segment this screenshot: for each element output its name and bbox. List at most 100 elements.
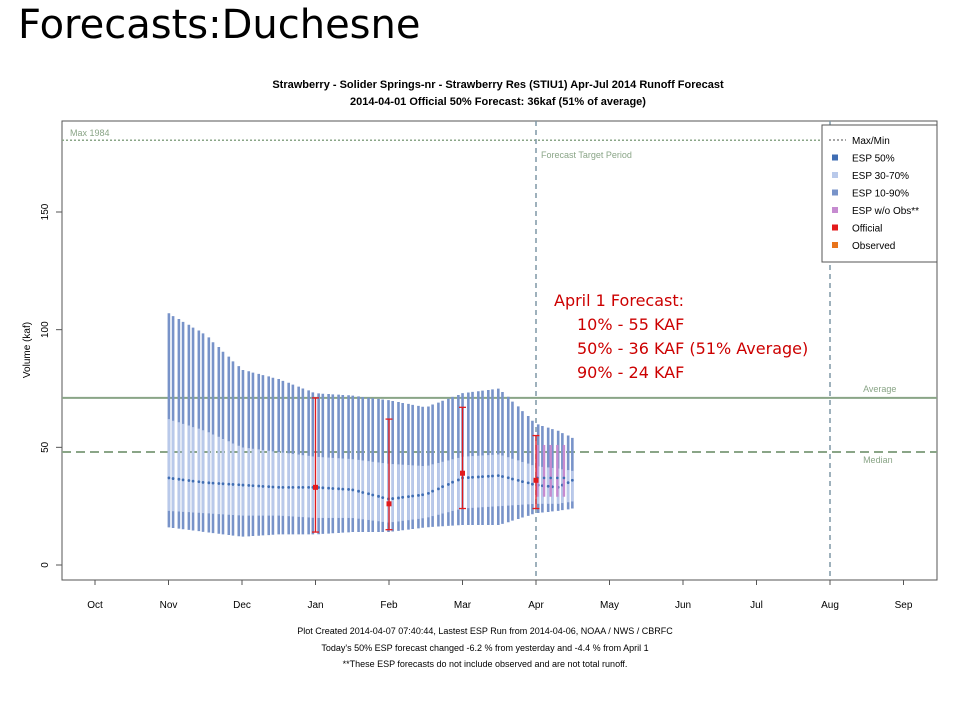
legend-symbol (832, 189, 838, 196)
reference-line-label: Average (863, 384, 896, 394)
esp-50-point (371, 493, 375, 497)
official-point (460, 470, 465, 476)
esp-50-point (337, 487, 340, 491)
x-tick-label: Dec (233, 600, 251, 611)
y-axis-label: Volume (kaf) (22, 322, 33, 378)
esp-50-point (570, 478, 574, 482)
y-tick-label: 50 (40, 441, 51, 453)
footer-line-2: Today's 50% ESP forecast changed -6.2 % … (321, 643, 648, 653)
legend-symbol (832, 172, 838, 178)
esp-50-point (361, 491, 365, 494)
esp-50-point (167, 476, 171, 480)
esp-50-point (251, 484, 255, 488)
x-tick-label: Jul (750, 600, 763, 611)
esp-50-point (377, 494, 380, 498)
legend-label: ESP 30-70% (852, 171, 909, 182)
legend-label: Official (852, 224, 882, 235)
esp-50-point (401, 495, 405, 499)
x-tick-label: Aug (821, 600, 839, 611)
esp-50-point (287, 485, 291, 489)
esp-50-point (197, 480, 201, 484)
esp-50-point (231, 483, 235, 486)
esp-50-point (247, 483, 251, 487)
slide-title: Forecasts:Duchesne (18, 2, 421, 48)
esp-50-point (221, 482, 225, 486)
esp-50-point (201, 481, 205, 484)
legend-symbol (832, 224, 838, 231)
esp-50-point (417, 493, 420, 497)
callout-line-10pct: 10% - 55 KAF (577, 315, 685, 334)
esp-50-point (491, 474, 494, 478)
esp-50-point (471, 475, 474, 479)
esp-50-point (437, 487, 440, 491)
x-tick-label: Mar (454, 600, 472, 611)
y-tick-label: 0 (40, 562, 51, 568)
esp-50-point (546, 484, 550, 488)
esp-50-point (267, 485, 271, 489)
esp-50-point (181, 478, 185, 482)
y-tick-label: 150 (40, 203, 51, 220)
x-tick-label: Jan (307, 600, 323, 611)
y-tick-label: 100 (40, 321, 51, 338)
esp-50-point (566, 481, 570, 485)
x-tick-label: May (600, 600, 619, 611)
esp-50-point (321, 486, 325, 490)
footer-line-3: **These ESP forecasts do not include obs… (343, 659, 628, 669)
esp-wo-obs-50-point (542, 476, 546, 480)
esp-50-point (261, 484, 265, 488)
x-tick-label: Apr (528, 600, 544, 611)
esp-50-point (227, 482, 231, 486)
esp-50-point (191, 479, 195, 483)
esp-50-point (486, 474, 490, 478)
esp-50-point (271, 485, 275, 489)
plot-frame (61, 120, 938, 581)
esp-50-point (381, 496, 385, 499)
esp-50-point (177, 477, 181, 481)
x-tick-label: Oct (87, 600, 103, 611)
esp-50-point (481, 475, 484, 479)
legend-box (821, 124, 938, 263)
esp-50-point (367, 492, 370, 496)
esp-50-point (217, 482, 221, 485)
esp-50-point (427, 491, 430, 495)
legend-symbol (832, 242, 838, 248)
esp-50-point (347, 488, 350, 491)
esp-50-point (466, 476, 470, 479)
esp-50-point (207, 481, 211, 485)
esp-wo-obs-50-point (562, 476, 566, 480)
chart-title: Strawberry - Solider Springs-nr - Strawb… (272, 79, 724, 91)
esp-50-point (511, 477, 514, 481)
esp-50-point (407, 495, 410, 499)
esp-50-point (351, 488, 355, 492)
legend-label: Max/Min (852, 136, 890, 147)
official-point (386, 501, 392, 507)
legend-label: ESP w/o Obs** (852, 206, 919, 217)
esp-50-point (501, 475, 504, 478)
callout-line-50pct: 50% - 36 KAF (51% Average) (577, 339, 809, 358)
target-period-label: Forecast Target Period (541, 150, 632, 160)
official-point (313, 484, 318, 490)
april-forecast-callout: April 1 Forecast: 10% - 55 KAF 50% - 36 … (554, 289, 808, 385)
legend-label: ESP 50% (852, 154, 895, 165)
esp-50-point (241, 483, 245, 487)
esp-50-point (357, 489, 360, 493)
esp-50-point (451, 480, 454, 484)
esp-50-point (327, 486, 331, 490)
esp-50-point (331, 487, 335, 490)
esp-50-point (187, 479, 191, 482)
esp-50-point (521, 480, 524, 484)
esp-50-point (531, 482, 534, 486)
legend-label: ESP 10-90% (852, 189, 909, 200)
esp-50-point (526, 481, 530, 485)
esp-50-point (391, 497, 395, 500)
x-tick-label: Sep (895, 600, 913, 611)
esp-50-point (397, 496, 400, 500)
esp-50-point (431, 489, 435, 493)
esp-50-point (341, 487, 345, 491)
esp-50-point (307, 485, 311, 489)
esp-wo-obs-50-point (556, 476, 559, 480)
legend-symbol (832, 154, 838, 161)
reference-line-label: Median (863, 455, 893, 465)
esp-50-point (456, 478, 460, 482)
